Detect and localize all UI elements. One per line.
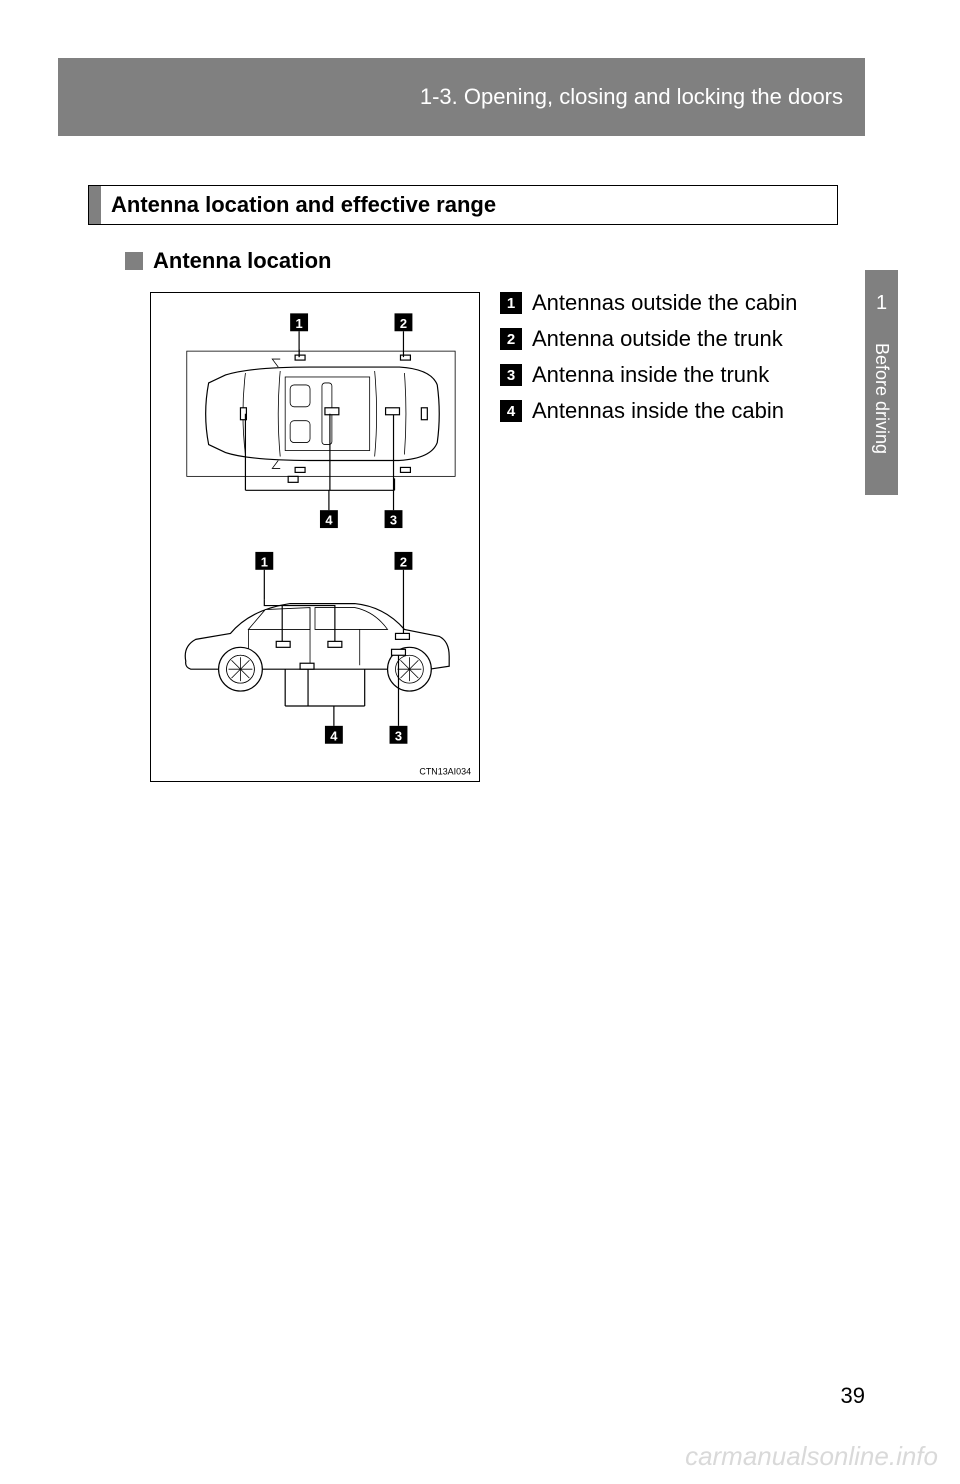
legend-item: 3 Antenna inside the trunk — [500, 362, 860, 388]
diagram-container: 1 2 4 3 — [150, 292, 480, 782]
square-bullet-icon — [125, 252, 143, 270]
legend-item: 2 Antenna outside the trunk — [500, 326, 860, 352]
chapter-header: 1-3. Opening, closing and locking the do… — [58, 58, 865, 136]
legend-text: Antennas inside the cabin — [532, 398, 784, 424]
callout-3-side: 3 — [390, 726, 408, 744]
callout-4-side: 4 — [325, 726, 343, 744]
svg-text:2: 2 — [400, 554, 407, 569]
legend-number-icon: 2 — [500, 328, 522, 350]
chapter-title: 1-3. Opening, closing and locking the do… — [420, 84, 843, 110]
callout-1-top: 1 — [290, 313, 308, 331]
callout-2-top: 2 — [395, 313, 413, 331]
section-title: Antenna location and effective range — [111, 192, 496, 218]
side-tab-label: Before driving — [871, 343, 892, 454]
antenna-diagram: 1 2 4 3 — [151, 293, 479, 781]
side-view: 1 2 4 3 — [185, 552, 449, 744]
section-accent — [89, 186, 101, 224]
subsection-title: Antenna location — [153, 248, 331, 274]
image-code: CTN13AI034 — [419, 767, 471, 777]
svg-text:1: 1 — [296, 316, 303, 331]
legend-text: Antennas outside the cabin — [532, 290, 797, 316]
svg-text:2: 2 — [400, 316, 407, 331]
callout-2-side: 2 — [395, 552, 413, 570]
svg-text:3: 3 — [390, 513, 397, 528]
legend-number-icon: 1 — [500, 292, 522, 314]
watermark: carmanualsonline.info — [685, 1441, 938, 1472]
callout-1-side: 1 — [255, 552, 273, 570]
legend-text: Antenna outside the trunk — [532, 326, 783, 352]
svg-text:4: 4 — [325, 513, 333, 528]
subsection-heading: Antenna location — [125, 248, 331, 274]
side-tab-number: 1 — [876, 292, 887, 315]
svg-text:4: 4 — [330, 728, 338, 743]
legend-number-icon: 3 — [500, 364, 522, 386]
svg-text:3: 3 — [395, 728, 402, 743]
page-number: 39 — [841, 1383, 865, 1409]
side-tab: 1 Before driving — [865, 270, 898, 495]
section-heading-box: Antenna location and effective range — [88, 185, 838, 225]
svg-text:1: 1 — [261, 554, 268, 569]
legend-number-icon: 4 — [500, 400, 522, 422]
top-view: 1 2 4 3 — [187, 313, 455, 528]
legend-item: 4 Antennas inside the cabin — [500, 398, 860, 424]
legend: 1 Antennas outside the cabin 2 Antenna o… — [500, 290, 860, 434]
legend-item: 1 Antennas outside the cabin — [500, 290, 860, 316]
callout-3-top: 3 — [385, 510, 403, 528]
callout-4-top: 4 — [320, 510, 338, 528]
legend-text: Antenna inside the trunk — [532, 362, 769, 388]
